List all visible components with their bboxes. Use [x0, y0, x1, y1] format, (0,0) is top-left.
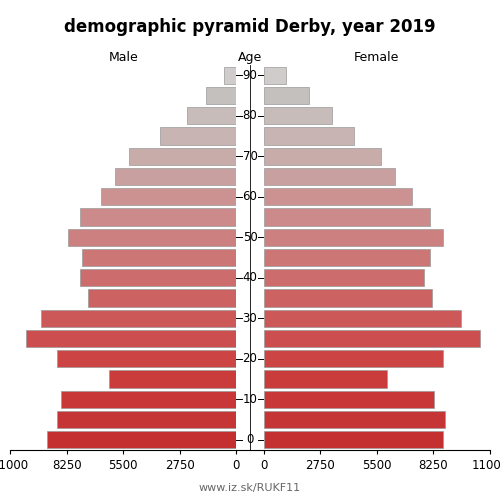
Bar	[264, 432, 442, 448]
Bar	[115, 168, 236, 185]
Bar	[264, 350, 442, 368]
Text: 50: 50	[242, 230, 258, 243]
Bar	[264, 87, 309, 104]
Bar	[264, 188, 412, 206]
Title: Female: Female	[354, 51, 400, 64]
Text: demographic pyramid Derby, year 2019: demographic pyramid Derby, year 2019	[64, 18, 436, 36]
Bar	[264, 249, 430, 266]
Text: 20: 20	[242, 352, 258, 366]
Bar	[264, 208, 430, 226]
Bar	[26, 330, 236, 347]
Bar	[62, 390, 236, 408]
Title: Male: Male	[108, 51, 138, 64]
Bar	[58, 411, 236, 428]
Bar	[88, 290, 236, 306]
Bar	[82, 249, 236, 266]
Bar	[264, 107, 332, 124]
Bar	[264, 148, 381, 165]
Bar	[264, 269, 424, 286]
Text: 70: 70	[242, 150, 258, 162]
Bar	[264, 66, 286, 84]
Bar	[264, 228, 442, 246]
Bar	[68, 228, 236, 246]
Bar	[206, 87, 236, 104]
Bar	[41, 310, 236, 327]
Bar	[160, 128, 236, 144]
Text: 90: 90	[242, 68, 258, 82]
Title: Age: Age	[238, 51, 262, 64]
Bar	[264, 168, 396, 185]
Text: 80: 80	[242, 109, 258, 122]
Bar	[100, 188, 236, 206]
Text: 30: 30	[242, 312, 258, 325]
Text: 0: 0	[246, 434, 254, 446]
Bar	[264, 290, 432, 306]
Bar	[58, 350, 236, 368]
Bar	[187, 107, 236, 124]
Bar	[224, 66, 236, 84]
Bar	[264, 370, 387, 388]
Bar	[264, 411, 444, 428]
Bar	[80, 208, 236, 226]
Bar	[80, 269, 236, 286]
Bar	[264, 390, 434, 408]
Bar	[264, 128, 354, 144]
Bar	[130, 148, 236, 165]
Text: 40: 40	[242, 272, 258, 284]
Bar	[47, 432, 236, 448]
Bar	[264, 330, 480, 347]
Text: 60: 60	[242, 190, 258, 203]
Bar	[109, 370, 236, 388]
Text: 10: 10	[242, 393, 258, 406]
Text: www.iz.sk/RUKF11: www.iz.sk/RUKF11	[199, 482, 301, 492]
Bar	[264, 310, 461, 327]
